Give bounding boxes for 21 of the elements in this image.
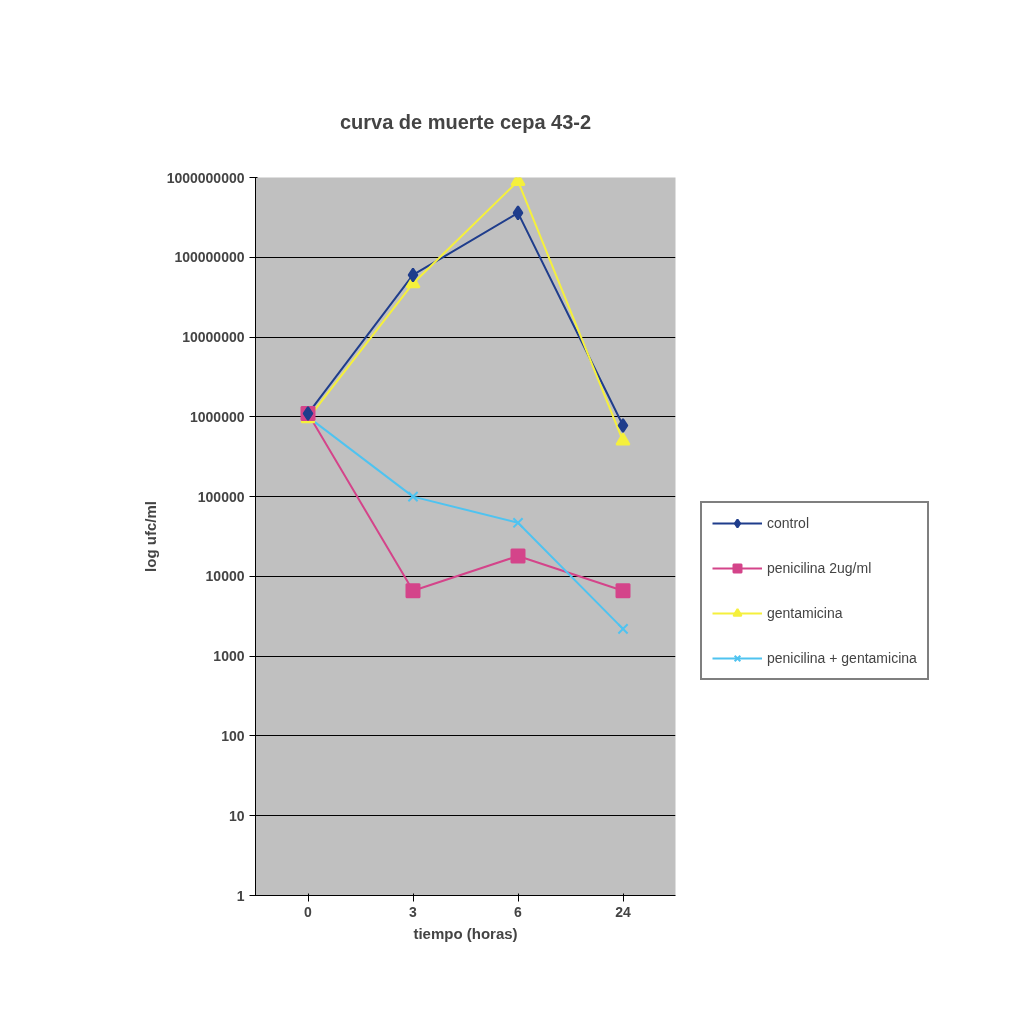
- x-tick-label: 0: [304, 903, 313, 920]
- y-tick-label: 1000000000: [166, 169, 245, 186]
- x-tick-label: 24: [615, 903, 631, 920]
- y-tick-label: 1: [236, 887, 245, 904]
- x-tick-label: 6: [514, 903, 523, 920]
- legend-label: gentamicina: [767, 605, 843, 621]
- y-tick-label: 1000: [213, 648, 245, 665]
- y-tick-label: 100000: [197, 488, 245, 505]
- x-tick-label: 3: [409, 903, 418, 920]
- y-tick-label: 100000000: [174, 249, 245, 266]
- legend-label: control: [767, 515, 810, 531]
- y-tick-label: 10000: [205, 568, 245, 585]
- y-tick-label: 100: [221, 727, 245, 744]
- legend-label: penicilina 2ug/ml: [767, 560, 872, 576]
- y-tick-label: 10000000: [182, 329, 245, 346]
- y-axis-title: log ufc/ml: [141, 501, 159, 572]
- legend-label: penicilina + gentamicina: [767, 650, 917, 666]
- y-tick-label: 10: [228, 807, 245, 824]
- chart-title: curva de muerte cepa 43-2: [339, 110, 592, 133]
- x-axis-title: tiempo (horas): [413, 924, 518, 942]
- y-tick-label: 1000000: [190, 408, 245, 425]
